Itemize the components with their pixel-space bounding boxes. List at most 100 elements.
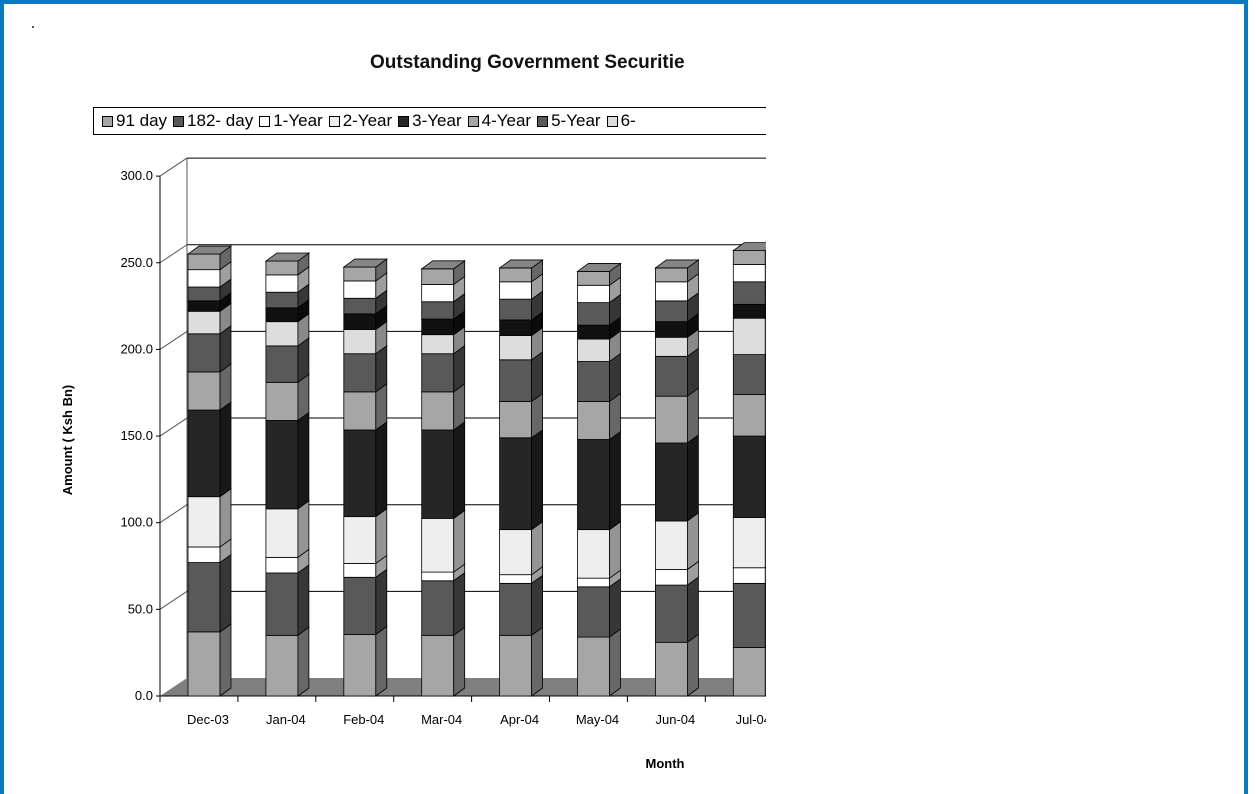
- bar-segment: [343, 353, 377, 393]
- bar-segment: [577, 636, 610, 697]
- bar-segment: [265, 321, 299, 347]
- legend-label: 4-Year: [481, 111, 532, 130]
- legend-label: 1-Year: [273, 111, 323, 130]
- bar-segment: [187, 496, 221, 548]
- bar-segment-side: [764, 303, 766, 319]
- bar-segment: [655, 321, 688, 338]
- legend-label: 182- day: [187, 111, 254, 130]
- legend-item: 6-: [606, 111, 636, 131]
- bar-segment-side: [297, 500, 310, 559]
- legend-swatch: [259, 115, 271, 127]
- bar-segment-side: [375, 568, 388, 636]
- bar-segment-side: [531, 626, 543, 697]
- bar-segment-side: [764, 317, 766, 356]
- bar-segment-side: [687, 387, 699, 444]
- bar-segment: [265, 572, 299, 636]
- plot-area: 0.0 50.0 100.0 150.0 200.0 250.0 300.0 Dec-03 Ja…: [60, 157, 766, 771]
- bar-segment: [499, 298, 533, 321]
- bar-segment: [265, 556, 299, 574]
- bar-segment-side: [531, 574, 543, 637]
- bar-segment-side: [764, 393, 766, 437]
- bar-segment: [577, 577, 610, 588]
- bar-segment-side: [609, 520, 621, 579]
- gridline-side: [159, 590, 188, 610]
- bar-segment: [655, 355, 688, 397]
- bar-segment: [421, 268, 455, 285]
- bar-segment: [655, 641, 688, 697]
- legend-item: 5-Year: [537, 111, 601, 131]
- bar-segment: [187, 371, 221, 411]
- bar-segment: [499, 359, 533, 402]
- bar-segment: [655, 584, 688, 643]
- x-tick-label: Feb-04: [343, 712, 384, 727]
- bar-top: [342, 258, 389, 268]
- y-axis-title: Amount ( Ksh Bn): [60, 385, 75, 495]
- gridline-side: [159, 157, 188, 177]
- y-tick-label: 150.0: [120, 428, 153, 443]
- bar-segment: [265, 345, 299, 383]
- bar-segment: [343, 563, 377, 578]
- gridline-side: [159, 244, 188, 264]
- bar-segment-side: [687, 576, 699, 644]
- bar-segment: [577, 529, 610, 579]
- bar-segment: [732, 517, 766, 569]
- y-tick-label: 100.0: [120, 515, 153, 530]
- bar-top: [732, 242, 766, 252]
- legend-label: 91 day: [116, 111, 168, 130]
- bar-segment: [577, 361, 610, 402]
- bar-segment: [577, 302, 610, 326]
- legend-swatch: [102, 115, 113, 127]
- x-tick-label: May-04: [576, 712, 619, 727]
- bar-segment: [265, 274, 299, 293]
- bar-segment-side: [453, 421, 466, 520]
- gridline-side: [159, 504, 188, 524]
- bar-segment: [421, 571, 455, 582]
- bar-segment-side: [375, 625, 388, 697]
- bar-segment-side: [297, 411, 310, 510]
- bar-segment-side: [375, 507, 388, 565]
- bar-segment: [732, 435, 766, 518]
- bar-segment: [343, 516, 377, 564]
- legend-swatch: [537, 115, 549, 127]
- bar-segment: [187, 631, 221, 697]
- bar-segment-side: [764, 435, 766, 519]
- bar-segment-side: [687, 434, 699, 522]
- y-tick-label: 0.0: [135, 688, 153, 703]
- bar-segment: [265, 420, 299, 510]
- bar-segment-side: [531, 351, 543, 403]
- bar-segment-side: [297, 626, 310, 697]
- bar-segment: [499, 267, 533, 283]
- bar-top: [498, 259, 544, 269]
- bar-segment: [655, 336, 688, 357]
- legend-swatch: [328, 115, 340, 127]
- bar-segment-side: [609, 430, 621, 531]
- bar-segment: [655, 300, 688, 323]
- x-axis-title: Month: [646, 756, 685, 771]
- bar-segment: [187, 546, 221, 563]
- bar-segment: [265, 307, 299, 323]
- x-tick-label: Apr-04: [500, 712, 539, 727]
- bar-segment: [265, 260, 299, 276]
- bar-segment-side: [297, 564, 310, 637]
- bar-segment-side: [764, 280, 766, 306]
- bar-segment: [499, 319, 533, 336]
- legend-item: 4-Year: [467, 111, 532, 131]
- bar-segment: [499, 529, 533, 576]
- bar-segment-side: [531, 520, 543, 576]
- legend-label: 6-: [620, 111, 636, 130]
- legend-swatch: [606, 115, 618, 127]
- x-tick-label: Jan-04: [266, 712, 306, 727]
- bar-segment: [499, 400, 533, 439]
- bar-segment: [577, 586, 610, 638]
- bar-segment: [343, 329, 377, 355]
- bar-segment: [343, 313, 377, 330]
- bar-segment: [732, 567, 766, 584]
- bar-segment: [577, 439, 610, 531]
- bar-segment-side: [609, 578, 621, 638]
- bar-segment: [655, 267, 688, 283]
- bar-segment: [265, 381, 299, 421]
- bar-segment: [187, 409, 221, 498]
- bar-segment: [421, 429, 455, 519]
- legend-item: 182- day: [173, 111, 253, 131]
